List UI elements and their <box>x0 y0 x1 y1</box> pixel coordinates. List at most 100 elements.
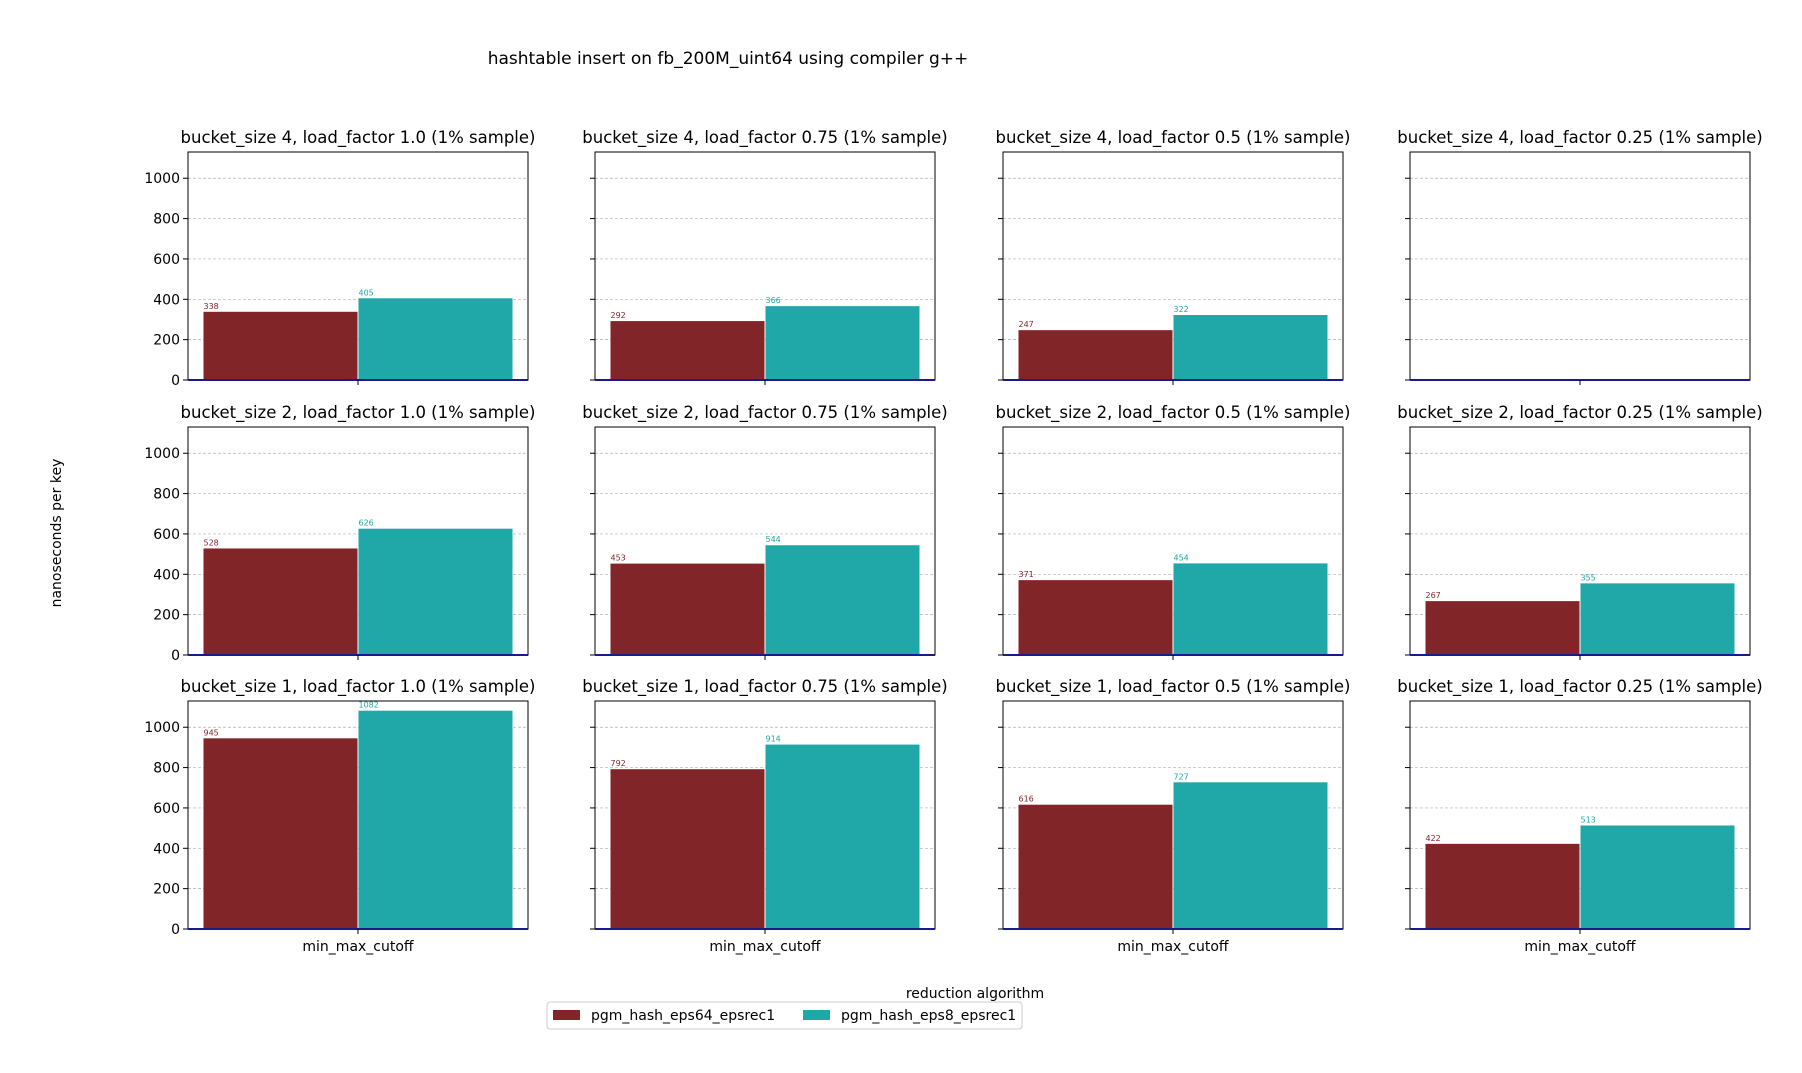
bar-eps8 <box>1580 583 1735 655</box>
bar-eps8 <box>1173 563 1328 655</box>
bar-eps64 <box>610 563 765 655</box>
data-label: 616 <box>1019 795 1034 804</box>
data-label: 322 <box>1174 305 1189 314</box>
bar-eps8 <box>765 545 920 655</box>
y-tick-label: 400 <box>153 567 180 583</box>
bar-eps8 <box>358 528 513 655</box>
subplot-7: bucket_size 2, load_factor 0.5 (1% sampl… <box>996 403 1351 660</box>
subplot-11: bucket_size 1, load_factor 0.5 (1% sampl… <box>996 677 1351 955</box>
bar-eps64 <box>1018 804 1173 929</box>
y-axis-label: nanoseconds per key <box>49 459 65 608</box>
y-tick-label: 200 <box>153 608 180 624</box>
legend-swatch-eps64 <box>553 1010 580 1020</box>
bar-eps8 <box>765 306 920 380</box>
data-label: 528 <box>204 538 219 547</box>
bar-eps64 <box>203 548 358 655</box>
subplot-12: bucket_size 1, load_factor 0.25 (1% samp… <box>1397 677 1762 955</box>
data-label: 544 <box>766 535 781 544</box>
data-label: 626 <box>359 519 374 528</box>
subplot-title: bucket_size 4, load_factor 0.75 (1% samp… <box>582 128 947 148</box>
y-tick-label: 0 <box>171 373 180 389</box>
data-label: 792 <box>611 759 626 768</box>
y-tick-label: 600 <box>153 801 180 817</box>
y-tick-label: 800 <box>153 487 180 503</box>
data-label: 247 <box>1019 320 1034 329</box>
bar-eps8 <box>358 298 513 380</box>
subplot-title: bucket_size 4, load_factor 0.5 (1% sampl… <box>996 128 1351 148</box>
subplot-title: bucket_size 1, load_factor 1.0 (1% sampl… <box>181 677 536 697</box>
data-label: 267 <box>1426 591 1441 600</box>
data-label: 422 <box>1426 834 1441 843</box>
data-label: 727 <box>1174 772 1189 781</box>
legend-frame <box>546 1001 1023 1030</box>
subplot-3: bucket_size 4, load_factor 0.5 (1% sampl… <box>996 128 1351 385</box>
legend-title: reduction algorithm <box>906 986 1044 1002</box>
data-label: 338 <box>204 302 219 311</box>
subplot-title: bucket_size 2, load_factor 0.75 (1% samp… <box>582 403 947 423</box>
bar-eps8 <box>358 710 513 929</box>
subplot-9: bucket_size 1, load_factor 1.0 (1% sampl… <box>144 677 535 955</box>
y-tick-label: 600 <box>153 527 180 543</box>
subplot-1: bucket_size 4, load_factor 1.0 (1% sampl… <box>144 128 535 389</box>
y-tick-label: 200 <box>153 882 180 898</box>
subplot-title: bucket_size 1, load_factor 0.5 (1% sampl… <box>996 677 1351 697</box>
subplot-title: bucket_size 1, load_factor 0.75 (1% samp… <box>582 677 947 697</box>
data-label: 453 <box>611 554 626 563</box>
data-label: 454 <box>1174 553 1189 562</box>
bar-eps64 <box>1425 601 1580 655</box>
y-tick-label: 0 <box>171 922 180 938</box>
subplot-title: bucket_size 2, load_factor 0.5 (1% sampl… <box>996 403 1351 423</box>
bar-eps8 <box>1580 825 1735 929</box>
figure-title: hashtable insert on fb_200M_uint64 using… <box>488 49 969 69</box>
subplot-title: bucket_size 2, load_factor 0.25 (1% samp… <box>1397 403 1762 423</box>
y-tick-label: 600 <box>153 252 180 268</box>
data-label: 914 <box>766 735 781 744</box>
bar-eps64 <box>1018 580 1173 655</box>
data-label: 292 <box>611 311 626 320</box>
bar-eps64 <box>610 769 765 929</box>
subplot-title: bucket_size 1, load_factor 0.25 (1% samp… <box>1397 677 1762 697</box>
panel-grid: bucket_size 4, load_factor 1.0 (1% sampl… <box>144 128 1762 955</box>
axes-frame <box>1409 151 1751 381</box>
subplot-4: bucket_size 4, load_factor 0.25 (1% samp… <box>1397 128 1763 385</box>
x-tick-label: min_max_cutoff <box>1117 939 1229 955</box>
bar-eps64 <box>1425 843 1580 929</box>
y-tick-label: 400 <box>153 292 180 308</box>
y-tick-label: 200 <box>153 333 180 349</box>
y-tick-label: 0 <box>171 648 180 664</box>
subplot-2: bucket_size 4, load_factor 0.75 (1% samp… <box>582 128 948 385</box>
subplot-6: bucket_size 2, load_factor 0.75 (1% samp… <box>582 403 948 660</box>
subplot-8: bucket_size 2, load_factor 0.25 (1% samp… <box>1397 403 1763 660</box>
legend-swatch-eps8 <box>803 1010 830 1020</box>
bar-eps8 <box>1173 315 1328 380</box>
bar-eps64 <box>610 321 765 380</box>
data-label: 371 <box>1019 570 1034 579</box>
bar-eps8 <box>1173 782 1328 929</box>
subplot-title: bucket_size 4, load_factor 1.0 (1% sampl… <box>181 128 536 148</box>
bar-eps8 <box>765 744 920 929</box>
bar-eps64 <box>203 738 358 929</box>
y-tick-label: 400 <box>153 841 180 857</box>
bar-eps64 <box>203 311 358 380</box>
legend: pgm_hash_eps64_epsrec1 pgm_hash_eps8_eps… <box>546 1001 1023 1030</box>
y-tick-label: 800 <box>153 761 180 777</box>
data-label: 513 <box>1581 815 1596 824</box>
legend-label-eps8: pgm_hash_eps8_epsrec1 <box>841 1008 1016 1024</box>
data-label: 355 <box>1581 573 1596 582</box>
y-tick-label: 1000 <box>144 720 180 736</box>
subplot-title: bucket_size 2, load_factor 1.0 (1% sampl… <box>181 403 536 423</box>
data-label: 1082 <box>359 701 379 710</box>
y-tick-label: 800 <box>153 212 180 228</box>
x-tick-label: min_max_cutoff <box>302 939 414 955</box>
subplot-5: bucket_size 2, load_factor 1.0 (1% sampl… <box>144 403 535 664</box>
bar-eps64 <box>1018 330 1173 380</box>
x-tick-label: min_max_cutoff <box>1524 939 1636 955</box>
data-label: 405 <box>359 288 374 297</box>
subplot-title: bucket_size 4, load_factor 0.25 (1% samp… <box>1397 128 1762 148</box>
legend-label-eps64: pgm_hash_eps64_epsrec1 <box>591 1008 775 1024</box>
y-tick-label: 1000 <box>144 446 180 462</box>
x-tick-label: min_max_cutoff <box>709 939 821 955</box>
subplot-10: bucket_size 1, load_factor 0.75 (1% samp… <box>582 677 947 955</box>
data-label: 366 <box>766 296 781 305</box>
